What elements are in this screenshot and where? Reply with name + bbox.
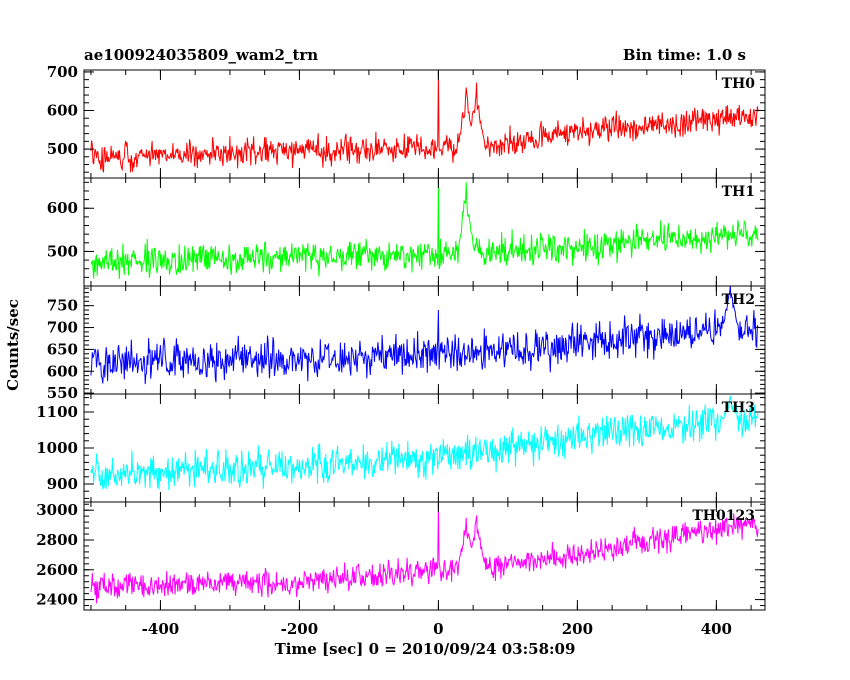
- series-line-th0123: [90, 504, 759, 604]
- y-tick-label: 900: [47, 475, 78, 493]
- x-axis-label: Time [sec] 0 = 2010/09/24 03:58:09: [275, 640, 576, 658]
- panels: 500 600 700 TH0 500 600 TH1 550 600 650 700 750 TH2 9…: [36, 63, 766, 611]
- panel-th0123: 2400 2600 2800 3000 TH0123: [36, 501, 766, 611]
- panel-name-th0123: TH0123: [692, 508, 755, 524]
- x-tick-label: 200: [562, 620, 593, 638]
- x-tick-label: 400: [701, 620, 732, 638]
- y-tick-label: 600: [47, 362, 78, 380]
- chart-title: ae100924035809_wam2_trn: [84, 46, 318, 64]
- series-line-th3: [90, 395, 759, 491]
- series-line-th1: [90, 180, 759, 280]
- y-tick-label: 600: [47, 199, 78, 217]
- y-tick-label: 700: [47, 319, 78, 337]
- panel-th2: 550 600 650 700 750 TH2: [47, 285, 766, 402]
- y-tick-label: 1100: [36, 403, 78, 421]
- panel-th0: 500 600 700 TH0: [47, 63, 766, 179]
- y-tick-label: 3000: [36, 501, 78, 519]
- y-tick-label: 2400: [36, 591, 78, 609]
- y-tick-label: 2600: [36, 561, 78, 579]
- panel-th3: 900 1000 1100 TH3: [36, 393, 766, 503]
- series-line-th0: [90, 71, 759, 173]
- y-tick-label: 500: [47, 140, 78, 158]
- y-tick-label: 500: [47, 242, 78, 260]
- y-axis-label: Counts/sec: [4, 299, 22, 391]
- panel-frame: [83, 501, 766, 611]
- panel-name-th3: TH3: [722, 400, 755, 416]
- y-tick-label: 600: [47, 102, 78, 120]
- x-tick-label: 0: [433, 620, 443, 638]
- series-line-th2: [90, 286, 759, 385]
- y-tick-label: 2800: [36, 531, 78, 549]
- x-tick-labels: -400 -200 0 200 400: [142, 620, 732, 638]
- panel-th1: 500 600 TH1: [47, 177, 766, 287]
- panel-frame: [83, 393, 766, 503]
- panel-name-th1: TH1: [722, 184, 755, 200]
- y-tick-label: 750: [47, 297, 78, 315]
- bin-time-label: Bin time: 1.0 s: [623, 46, 746, 64]
- panel-name-th2: TH2: [722, 292, 755, 308]
- y-tick-label: 550: [47, 384, 78, 402]
- x-tick-label: -400: [142, 620, 180, 638]
- panel-name-th0: TH0: [722, 76, 756, 92]
- y-tick-label: 1000: [36, 439, 78, 457]
- x-tick-label: -200: [281, 620, 319, 638]
- y-tick-label: 650: [47, 340, 78, 358]
- y-tick-label: 700: [47, 63, 78, 81]
